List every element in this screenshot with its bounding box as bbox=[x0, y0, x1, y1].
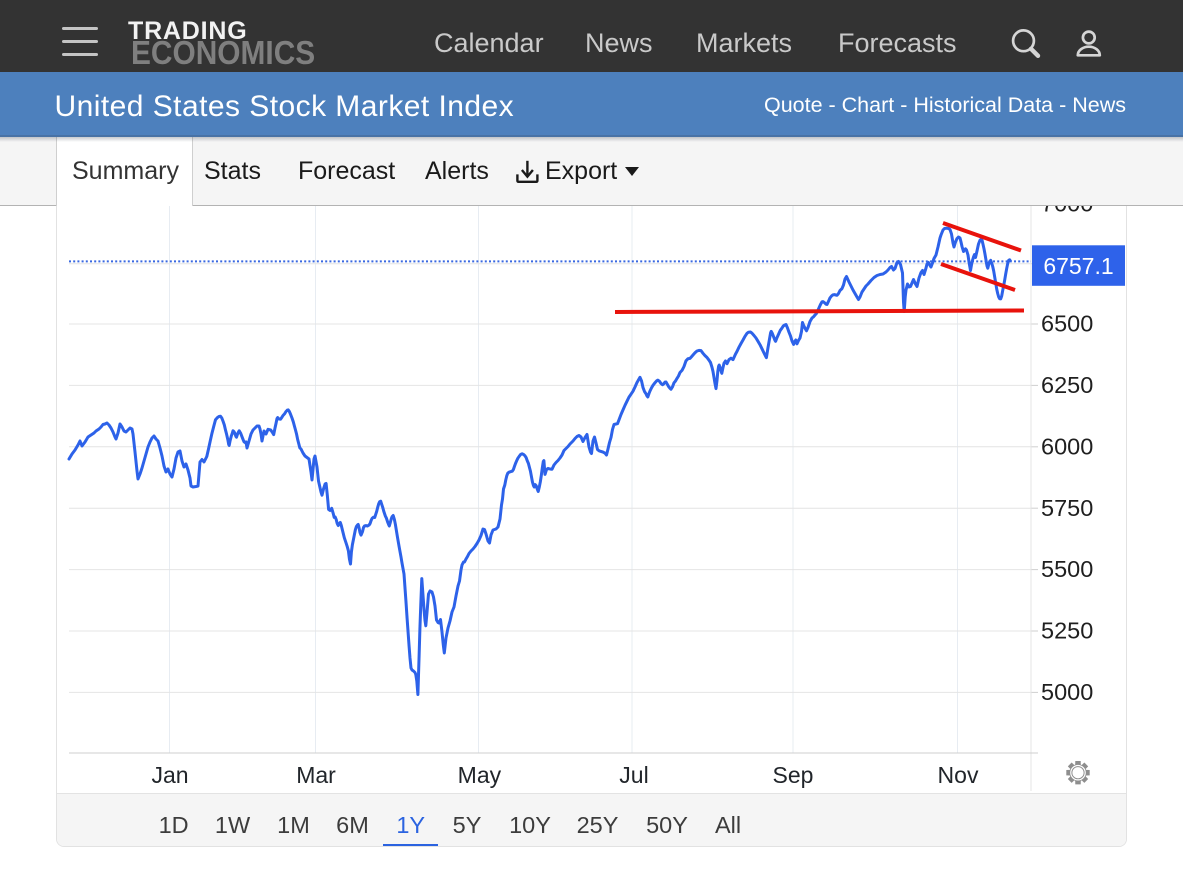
svg-text:5000: 5000 bbox=[1041, 679, 1093, 705]
svg-text:6000: 6000 bbox=[1041, 433, 1093, 459]
svg-text:May: May bbox=[458, 762, 502, 788]
svg-text:5750: 5750 bbox=[1041, 495, 1093, 521]
svg-text:Nov: Nov bbox=[938, 762, 979, 788]
svg-text:Jul: Jul bbox=[619, 762, 648, 788]
svg-text:6250: 6250 bbox=[1041, 372, 1093, 398]
svg-text:Jan: Jan bbox=[151, 762, 188, 788]
svg-text:5250: 5250 bbox=[1041, 618, 1093, 644]
svg-text:Sep: Sep bbox=[773, 762, 814, 788]
svg-text:Mar: Mar bbox=[296, 762, 336, 788]
svg-text:6500: 6500 bbox=[1041, 311, 1093, 337]
svg-text:7000: 7000 bbox=[1041, 206, 1093, 216]
svg-text:6757.1: 6757.1 bbox=[1043, 253, 1113, 279]
svg-text:5500: 5500 bbox=[1041, 556, 1093, 582]
